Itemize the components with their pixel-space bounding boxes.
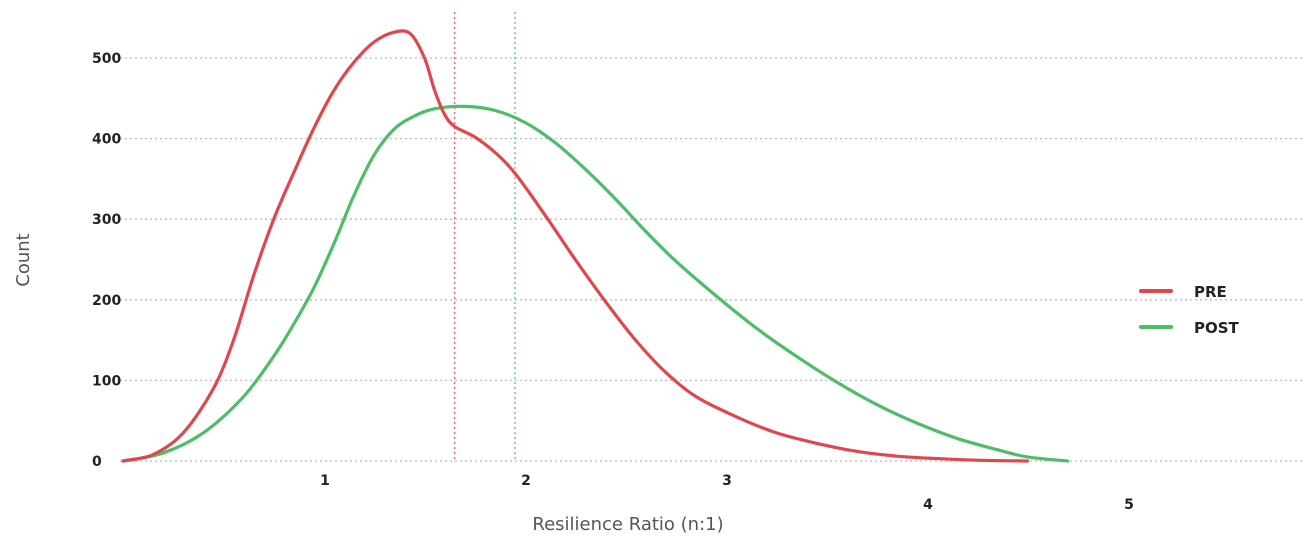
y-tick-label: 200 bbox=[92, 293, 121, 309]
legend: PRE POST bbox=[1139, 283, 1240, 337]
y-tick-label: 500 bbox=[92, 51, 121, 67]
legend-label-post: POST bbox=[1194, 319, 1240, 337]
grid-layer bbox=[120, 57, 1302, 462]
x-tick-label: 1 bbox=[320, 473, 330, 489]
reference-lines bbox=[453, 12, 516, 461]
series-line-pre bbox=[121, 29, 1030, 463]
y-tick-label: 300 bbox=[92, 212, 121, 228]
series-layer bbox=[121, 29, 1070, 463]
y-tick-label: 0 bbox=[92, 454, 102, 470]
x-tick-label: 3 bbox=[722, 473, 732, 489]
x-axis-ticks: 1 2 3 4 5 bbox=[320, 473, 1134, 513]
y-tick-label: 100 bbox=[92, 373, 121, 389]
series-line-post bbox=[121, 104, 1070, 463]
legend-label-pre: PRE bbox=[1194, 283, 1227, 301]
y-tick-label: 400 bbox=[92, 132, 121, 148]
x-tick-label: 5 bbox=[1124, 497, 1134, 513]
y-axis-label: Count bbox=[13, 233, 34, 286]
x-tick-label: 4 bbox=[923, 497, 933, 513]
x-axis-label: Resilience Ratio (n:1) bbox=[532, 514, 723, 535]
y-axis-ticks: 0 100 200 300 400 500 bbox=[92, 51, 121, 470]
x-tick-label: 2 bbox=[521, 473, 531, 489]
